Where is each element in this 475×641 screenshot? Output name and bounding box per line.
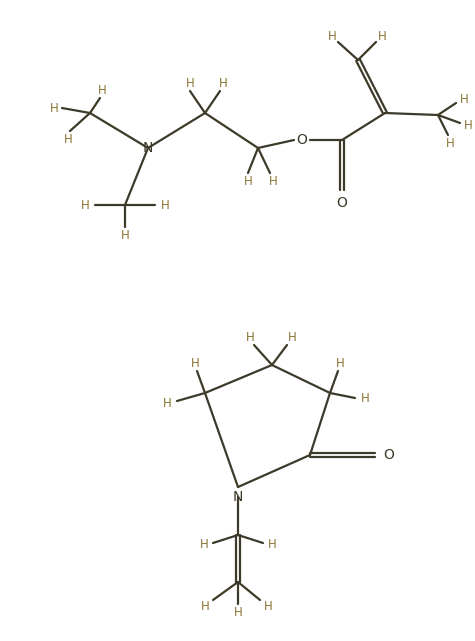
Text: H: H [161, 199, 170, 212]
Text: H: H [361, 392, 370, 404]
Text: H: H [446, 137, 455, 149]
Text: H: H [244, 174, 252, 188]
Text: H: H [49, 101, 58, 115]
Text: O: O [384, 448, 394, 462]
Text: H: H [234, 606, 242, 619]
Text: H: H [267, 538, 276, 551]
Text: N: N [143, 141, 153, 155]
Text: H: H [162, 397, 171, 410]
Text: H: H [328, 29, 336, 42]
Text: H: H [81, 199, 89, 212]
Text: O: O [337, 196, 347, 210]
Text: H: H [121, 228, 129, 242]
Text: H: H [336, 356, 344, 369]
Text: H: H [200, 599, 209, 613]
Text: H: H [218, 76, 228, 90]
Text: H: H [64, 133, 72, 146]
Text: N: N [233, 490, 243, 504]
Text: H: H [269, 174, 277, 188]
Text: H: H [200, 538, 209, 551]
Text: H: H [98, 83, 106, 97]
Text: H: H [246, 331, 255, 344]
Text: H: H [378, 29, 386, 42]
Text: H: H [288, 331, 296, 344]
Text: H: H [460, 92, 468, 106]
Text: H: H [190, 356, 200, 369]
Text: O: O [296, 133, 307, 147]
Text: H: H [464, 119, 472, 131]
Text: H: H [264, 599, 272, 613]
Text: H: H [186, 76, 194, 90]
